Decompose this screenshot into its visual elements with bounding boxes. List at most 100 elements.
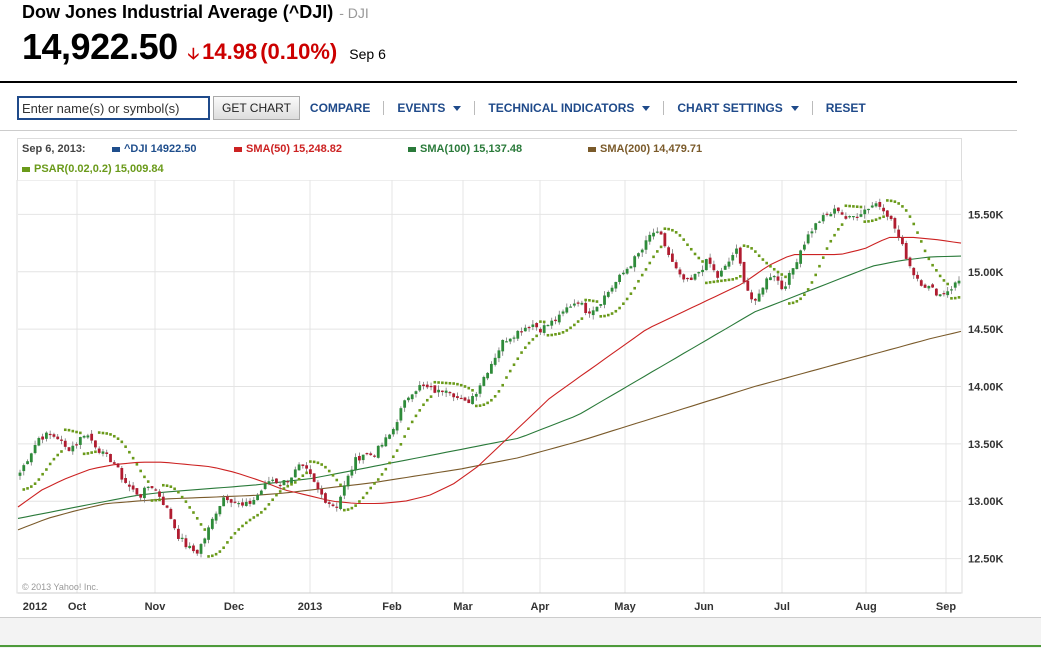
candle-body <box>916 274 919 279</box>
candle-body <box>806 234 810 244</box>
psar-dot <box>203 528 207 531</box>
chart-settings-menu[interactable]: CHART SETTINGS <box>677 101 799 115</box>
y-tick-label: 13.00K <box>968 496 1004 508</box>
candle-body <box>938 294 942 297</box>
psar-dot <box>346 508 350 511</box>
candle-body <box>870 205 874 208</box>
symbol-search-input[interactable] <box>17 96 210 120</box>
psar-dot <box>829 239 833 243</box>
psar-dot <box>742 244 746 247</box>
psar-dot <box>614 309 618 313</box>
psar-dot <box>343 508 346 512</box>
candle-body <box>150 486 154 489</box>
psar-dot <box>708 281 712 284</box>
sma100-line <box>17 255 962 519</box>
candle-body <box>595 306 599 312</box>
reset-link[interactable]: RESET <box>825 101 866 115</box>
candle-body <box>301 464 305 467</box>
candle-body <box>184 538 188 548</box>
chart-grid <box>18 180 961 593</box>
candle-body <box>188 545 192 549</box>
candle-body <box>233 501 237 503</box>
candle-body <box>75 444 78 446</box>
candle-body <box>116 463 120 468</box>
candle-body <box>599 304 603 306</box>
candle-body <box>712 264 716 271</box>
psar-dot <box>309 460 312 463</box>
candle-body <box>727 261 731 267</box>
candle-body <box>659 231 663 235</box>
psar-dot <box>644 268 648 271</box>
psar-dot <box>425 398 429 402</box>
candle-body <box>546 324 550 327</box>
psar-dot <box>697 256 701 260</box>
chevron-down-icon <box>642 105 651 111</box>
events-menu[interactable]: EVENTS <box>397 101 462 115</box>
candle-body <box>716 271 720 278</box>
psar-dot <box>833 233 836 237</box>
candle-body <box>56 436 60 440</box>
candle-body <box>633 256 637 268</box>
candle-body <box>222 497 226 507</box>
candle-body <box>467 399 471 404</box>
legend-label: SMA(200) 14,479.71 <box>600 143 703 155</box>
candle-body <box>576 302 580 304</box>
candle-body <box>263 483 267 489</box>
candle-body <box>244 501 248 506</box>
candle-body <box>339 496 342 509</box>
psar-dot <box>211 554 214 558</box>
last-price: 14,922.50 <box>22 26 178 67</box>
psar-dot <box>497 390 501 393</box>
sma200-line <box>17 330 962 531</box>
compare-link[interactable]: COMPARE <box>309 101 371 115</box>
x-tick-label: Apr <box>531 601 551 613</box>
psar-dot <box>916 231 919 234</box>
candle-body <box>286 481 290 483</box>
candle-body <box>112 462 116 464</box>
psar-dot <box>648 261 652 265</box>
y-tick-label: 13.50K <box>968 439 1004 451</box>
candle-body <box>893 218 897 229</box>
psar-dot <box>735 276 738 280</box>
psar-dot <box>859 205 863 209</box>
candle-body <box>520 331 523 333</box>
psar-layer <box>22 199 961 558</box>
candle-body <box>37 437 41 446</box>
psar-dot <box>893 200 897 203</box>
psar-dot <box>97 431 101 434</box>
technical-indicators-menu[interactable]: TECHNICAL INDICATORS <box>488 101 651 115</box>
get-chart-button[interactable]: GET CHART <box>213 96 300 120</box>
candle-body <box>365 453 369 455</box>
candle-body <box>376 445 380 458</box>
psar-dot <box>825 247 829 250</box>
psar-dot <box>56 453 60 457</box>
price-change: 🡣 14.98 (0.10%) <box>188 39 338 70</box>
candle-body <box>241 502 244 506</box>
candle-body <box>26 461 29 465</box>
change-value: 14.98 <box>202 39 258 64</box>
psar-dot <box>192 511 195 514</box>
psar-dot <box>422 403 425 407</box>
psar-dot <box>48 462 52 466</box>
psar-dot <box>335 478 339 482</box>
psar-dot <box>799 297 802 301</box>
candle-body <box>448 392 452 394</box>
candle-body <box>670 253 674 262</box>
psar-dot <box>263 507 267 511</box>
psar-dot <box>456 382 459 386</box>
psar-dot <box>701 260 704 263</box>
x-tick-label: Dec <box>224 601 244 613</box>
psar-dot <box>946 282 949 286</box>
price-chart[interactable]: 12.50K 13.00K 13.50K 14.00K 14.50K 15.00K 15.5… <box>0 180 1041 617</box>
candle-body <box>312 473 316 482</box>
psar-dot <box>535 334 538 338</box>
candle-body <box>731 255 735 261</box>
candle-body <box>814 223 818 230</box>
y-axis: 12.50K 13.00K 13.50K 14.00K 14.50K 15.00K 15.5… <box>968 209 1004 565</box>
candle-body <box>497 350 501 359</box>
psar-dot <box>942 279 946 282</box>
candle-body <box>226 496 229 501</box>
candle-body <box>501 339 505 352</box>
candle-body <box>433 385 437 393</box>
header-divider <box>0 81 1017 83</box>
